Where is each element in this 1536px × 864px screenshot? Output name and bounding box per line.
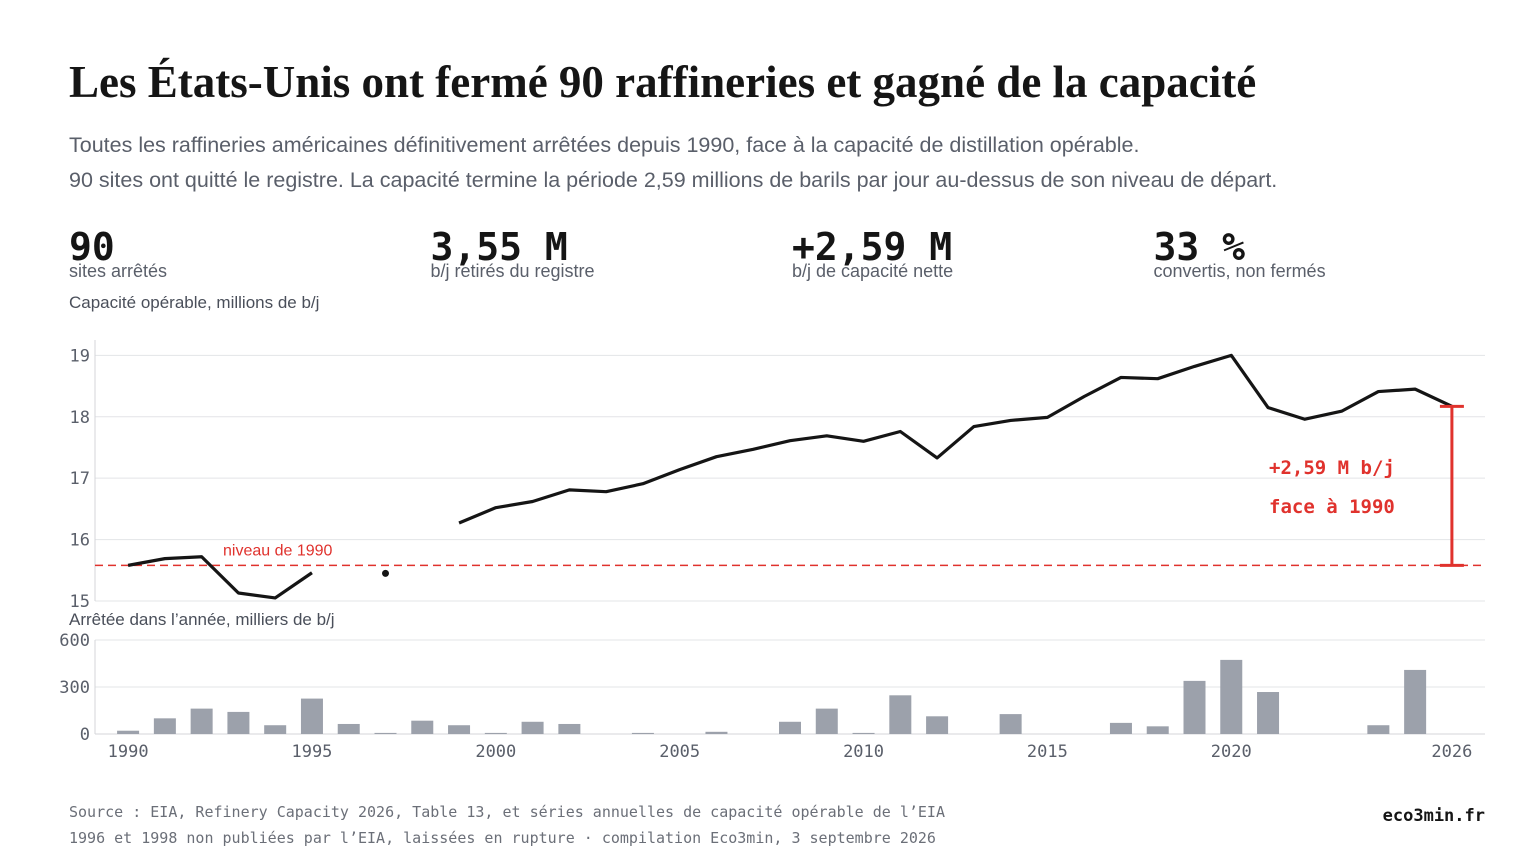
subtitle: 90 sites ont quitté le registre. La capa… [69, 168, 1277, 192]
y-tick-label: 0 [80, 725, 90, 745]
stat-label: b/j de capacité nette [792, 261, 953, 281]
line-point [382, 569, 390, 577]
bar [337, 723, 360, 734]
bar [411, 720, 434, 734]
source: 1996 et 1998 non publiées par l’EIA, lai… [69, 829, 936, 847]
stat-label: b/j retirés du registre [431, 261, 595, 281]
y-tick-label: 19 [70, 346, 90, 366]
bar [1146, 726, 1169, 734]
line [127, 555, 313, 600]
axis-title: Capacité opérable, millions de b/j [69, 293, 319, 312]
bar [484, 732, 507, 734]
x-tick-label: 2010 [843, 742, 884, 762]
x-tick-label: 2020 [1211, 742, 1252, 762]
stat-label: convertis, non fermés [1154, 261, 1326, 281]
brand: eco3min.fr [1383, 806, 1485, 826]
bar [999, 714, 1022, 734]
x-tick-label: 2026 [1431, 742, 1472, 762]
annotation-text: +2,59 M b/j [1269, 457, 1395, 479]
bar [1404, 669, 1427, 734]
x-tick-label: 2000 [475, 742, 516, 762]
bar [227, 711, 250, 734]
title: Les États-Unis ont fermé 90 raffineries … [69, 57, 1256, 107]
y-tick-label: 18 [70, 408, 90, 428]
y-tick-label: 15 [70, 592, 90, 612]
annotation-text: face à 1990 [1269, 496, 1395, 518]
bar [558, 723, 581, 734]
x-tick-label: 2015 [1027, 742, 1068, 762]
bar [889, 695, 912, 734]
bar [374, 732, 397, 734]
x-tick-label: 1995 [291, 742, 332, 762]
bar [190, 708, 213, 734]
bar [779, 721, 801, 734]
bar [631, 732, 654, 734]
bar [153, 718, 176, 734]
x-tick-label: 1990 [108, 742, 149, 762]
y-tick-label: 17 [70, 469, 90, 489]
reference-label: niveau de 1990 [223, 542, 333, 559]
y-tick-label: 16 [70, 531, 90, 551]
bar [1367, 725, 1390, 734]
axis-title: Arrêtée dans l’année, milliers de b/j [69, 610, 335, 629]
bar [264, 725, 287, 734]
x-tick-label: 2005 [659, 742, 700, 762]
bar [1183, 680, 1206, 734]
source: Source : EIA, Refinery Capacity 2026, Ta… [69, 803, 945, 821]
bar [1220, 659, 1243, 734]
subtitle: Toutes les raffineries américaines défin… [69, 133, 1139, 157]
bar [926, 716, 949, 734]
bar [815, 708, 838, 734]
stat-value: +2,59 M [792, 225, 952, 269]
bar [1257, 692, 1280, 734]
bar [521, 721, 544, 734]
stat-value: 90 [69, 225, 115, 269]
bar [117, 730, 140, 734]
stat-label: sites arrêtés [69, 261, 167, 281]
bar [1109, 722, 1132, 734]
bar [448, 725, 471, 734]
stat-value: 3,55 M [431, 225, 568, 269]
y-tick-label: 300 [59, 678, 90, 698]
stat-value: 33 % [1154, 225, 1246, 269]
bar [852, 732, 875, 734]
bar [705, 731, 728, 734]
bar [300, 698, 323, 734]
y-tick-label: 600 [59, 631, 90, 651]
line [458, 353, 1453, 525]
